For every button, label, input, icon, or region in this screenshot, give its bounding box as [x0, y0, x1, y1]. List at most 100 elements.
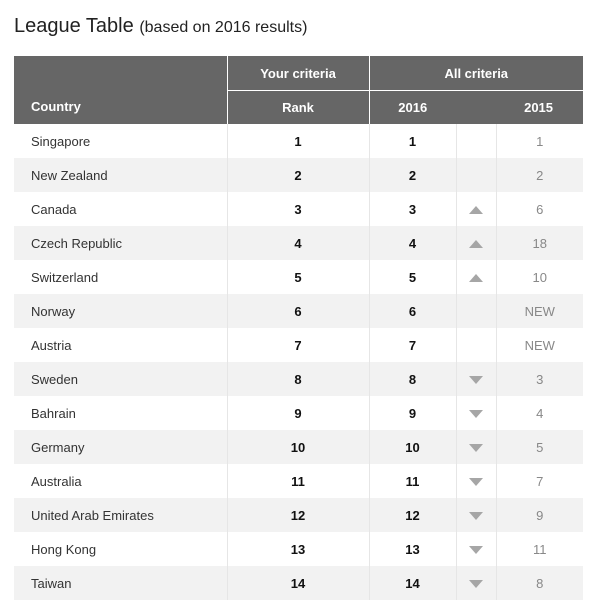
trend-cell [455, 566, 496, 600]
table-body: Singapore 1 1 1 New Zealand 2 2 2 Canada 3 3 6 Czech… [14, 124, 584, 600]
rank-2016-cell: 12 [368, 498, 456, 532]
rank-2015-cell: 3 [495, 362, 584, 396]
table-row[interactable]: Taiwan 14 14 8 [14, 566, 584, 600]
group-header-your-criteria: Your criteria [227, 56, 370, 91]
rank-2015-cell: 9 [495, 498, 584, 532]
country-cell: Singapore [14, 124, 227, 158]
title-subtitle: (based on 2016 results) [139, 19, 308, 36]
country-cell: Taiwan [14, 566, 227, 600]
rank-2016-cell: 10 [368, 430, 456, 464]
rank-2016-cell: 11 [368, 464, 456, 498]
triangle-up-icon [469, 274, 483, 283]
trend-cell [455, 498, 496, 532]
trend-cell [455, 124, 496, 158]
rank-2016-cell: 5 [368, 260, 456, 294]
rank-cell: 14 [226, 566, 369, 600]
triangle-down-icon [469, 478, 483, 487]
country-cell: Czech Republic [14, 226, 227, 260]
trend-cell [455, 532, 496, 566]
trend-cell [455, 464, 496, 498]
table-row[interactable]: Bahrain 9 9 4 [14, 396, 584, 430]
rank-cell: 12 [226, 498, 369, 532]
table-row[interactable]: Singapore 1 1 1 [14, 124, 584, 158]
trend-cell [455, 328, 496, 362]
rank-cell: 8 [226, 362, 369, 396]
table-row[interactable]: Austria 7 7 NEW [14, 328, 584, 362]
rank-2015-cell: NEW [495, 294, 584, 328]
rank-2015-cell: 10 [495, 260, 584, 294]
table-row[interactable]: Czech Republic 4 4 18 [14, 226, 584, 260]
column-header-2016[interactable]: 2016 [369, 90, 456, 124]
trend-cell [455, 430, 496, 464]
trend-cell [455, 260, 496, 294]
table-row[interactable]: Switzerland 5 5 10 [14, 260, 584, 294]
title-text: League Table [14, 15, 134, 37]
rank-cell: 13 [226, 532, 369, 566]
column-header-2015[interactable]: 2015 [456, 90, 584, 124]
table-row[interactable]: New Zealand 2 2 2 [14, 158, 584, 192]
rank-cell: 7 [226, 328, 369, 362]
triangle-up-icon [469, 206, 483, 215]
rank-2016-cell: 3 [368, 192, 456, 226]
rank-2016-cell: 7 [368, 328, 456, 362]
rank-cell: 5 [226, 260, 369, 294]
trend-cell [455, 158, 496, 192]
triangle-down-icon [469, 580, 483, 589]
table-row[interactable]: Sweden 8 8 3 [14, 362, 584, 396]
triangle-down-icon [469, 410, 483, 419]
rank-2015-cell: 5 [495, 430, 584, 464]
rank-cell: 2 [226, 158, 369, 192]
country-cell: Germany [14, 430, 227, 464]
country-cell: New Zealand [14, 158, 227, 192]
rank-cell: 3 [226, 192, 369, 226]
rank-2015-cell: 2 [495, 158, 584, 192]
rank-cell: 1 [226, 124, 369, 158]
trend-cell [455, 226, 496, 260]
league-table: Country Your criteria All criteria Rank … [14, 56, 584, 600]
trend-cell [455, 192, 496, 226]
triangle-down-icon [469, 376, 483, 385]
rank-2015-cell: 8 [495, 566, 584, 600]
rank-cell: 9 [226, 396, 369, 430]
rank-2015-cell: 4 [495, 396, 584, 430]
country-cell: United Arab Emirates [14, 498, 227, 532]
table-header: Country Your criteria All criteria Rank … [14, 56, 584, 124]
rank-2016-cell: 9 [368, 396, 456, 430]
rank-2016-cell: 1 [368, 124, 456, 158]
triangle-up-icon [469, 240, 483, 249]
column-header-rank[interactable]: Rank [227, 90, 370, 124]
rank-cell: 6 [226, 294, 369, 328]
triangle-down-icon [469, 444, 483, 453]
table-row[interactable]: Hong Kong 13 13 11 [14, 532, 584, 566]
rank-cell: 11 [226, 464, 369, 498]
country-cell: Bahrain [14, 396, 227, 430]
country-cell: Norway [14, 294, 227, 328]
page-title: League Table (based on 2016 results) [14, 15, 307, 38]
rank-2016-cell: 2 [368, 158, 456, 192]
rank-2015-cell: 7 [495, 464, 584, 498]
country-cell: Austria [14, 328, 227, 362]
country-cell: Sweden [14, 362, 227, 396]
country-cell: Hong Kong [14, 532, 227, 566]
table-row[interactable]: Germany 10 10 5 [14, 430, 584, 464]
group-header-all-criteria: All criteria [369, 56, 584, 91]
trend-cell [455, 294, 496, 328]
rank-2015-cell: 6 [495, 192, 584, 226]
table-row[interactable]: Australia 11 11 7 [14, 464, 584, 498]
rank-2016-cell: 8 [368, 362, 456, 396]
rank-2015-cell: 11 [495, 532, 584, 566]
trend-cell [455, 362, 496, 396]
rank-2016-cell: 13 [368, 532, 456, 566]
rank-2015-cell: NEW [495, 328, 584, 362]
rank-2016-cell: 4 [368, 226, 456, 260]
table-row[interactable]: Norway 6 6 NEW [14, 294, 584, 328]
country-cell: Canada [14, 192, 227, 226]
country-cell: Switzerland [14, 260, 227, 294]
rank-2016-cell: 6 [368, 294, 456, 328]
column-header-country[interactable]: Country [14, 56, 228, 124]
triangle-down-icon [469, 546, 483, 555]
table-row[interactable]: Canada 3 3 6 [14, 192, 584, 226]
triangle-down-icon [469, 512, 483, 521]
table-row[interactable]: United Arab Emirates 12 12 9 [14, 498, 584, 532]
